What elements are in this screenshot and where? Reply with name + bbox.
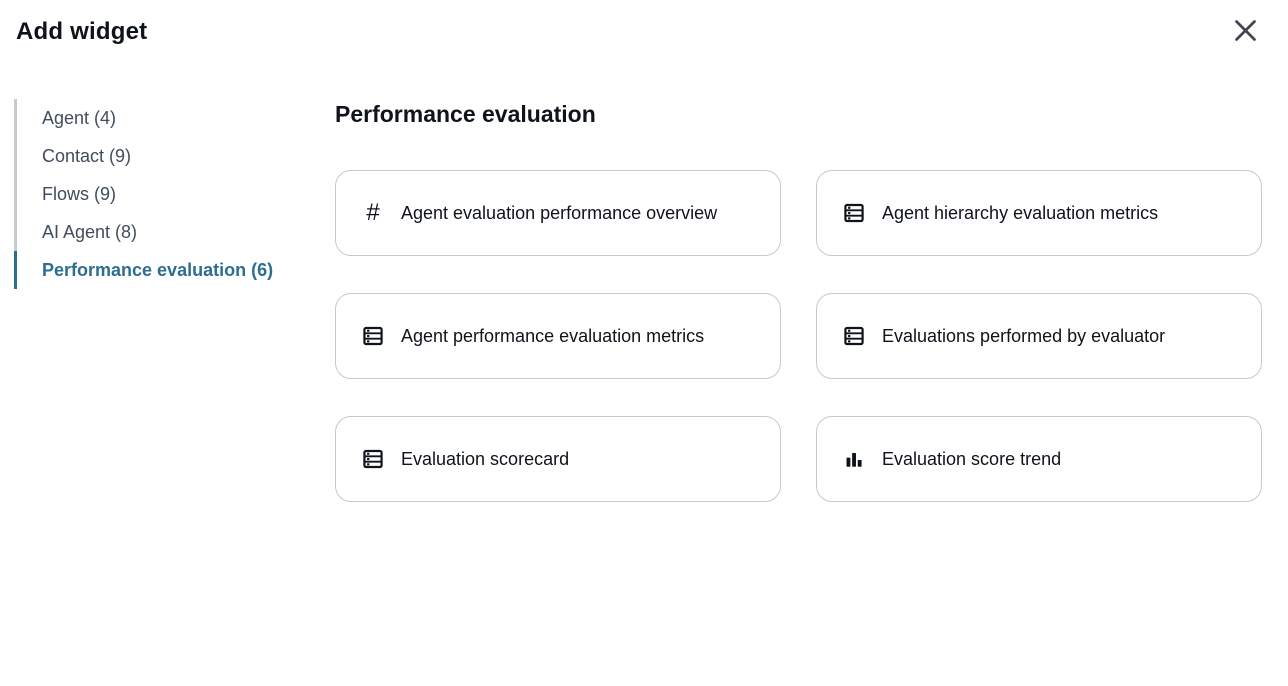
- widget-card-agent-performance-evaluation-metrics[interactable]: Agent performance evaluation metrics: [335, 293, 781, 379]
- widget-card-agent-hierarchy-evaluation-metrics[interactable]: Agent hierarchy evaluation metrics: [816, 170, 1262, 256]
- sidebar-item-contact[interactable]: Contact (9): [14, 137, 335, 175]
- widget-label: Evaluations performed by evaluator: [882, 325, 1166, 346]
- dialog-header: Add widget: [0, 0, 1288, 52]
- widget-grid: # Agent evaluation performance overview …: [335, 170, 1288, 502]
- table-icon: [842, 202, 866, 224]
- table-icon: [361, 448, 385, 470]
- widget-label: Evaluation score trend: [882, 448, 1062, 469]
- widget-card-evaluation-score-trend[interactable]: Evaluation score trend: [816, 416, 1262, 502]
- widget-panel: Performance evaluation # Agent evaluatio…: [335, 99, 1288, 502]
- widget-card-evaluation-scorecard[interactable]: Evaluation scorecard: [335, 416, 781, 502]
- widget-label: Agent hierarchy evaluation metrics: [882, 202, 1159, 223]
- close-button[interactable]: [1228, 13, 1262, 47]
- close-icon: [1234, 19, 1256, 41]
- bar-chart-icon: [842, 448, 866, 470]
- widget-card-agent-evaluation-performance-overview[interactable]: # Agent evaluation performance overview: [335, 170, 781, 256]
- sidebar-item-ai-agent[interactable]: AI Agent (8): [14, 213, 335, 251]
- sidebar-item-flows[interactable]: Flows (9): [14, 175, 335, 213]
- widget-label: Agent performance evaluation metrics: [401, 325, 705, 346]
- category-sidebar: Agent (4) Contact (9) Flows (9) AI Agent…: [14, 99, 335, 502]
- dialog-body: Agent (4) Contact (9) Flows (9) AI Agent…: [0, 99, 1288, 502]
- widget-label: Evaluation scorecard: [401, 448, 570, 469]
- dialog-title: Add widget: [16, 18, 148, 45]
- sidebar-item-performance-evaluation[interactable]: Performance evaluation (6): [14, 251, 335, 289]
- hash-icon: #: [366, 199, 380, 226]
- widget-label: Agent evaluation performance overview: [401, 202, 718, 223]
- section-heading: Performance evaluation: [335, 101, 596, 127]
- table-icon: [361, 325, 385, 347]
- table-icon: [842, 325, 866, 347]
- sidebar-item-agent[interactable]: Agent (4): [14, 99, 335, 137]
- widget-card-evaluations-performed-by-evaluator[interactable]: Evaluations performed by evaluator: [816, 293, 1262, 379]
